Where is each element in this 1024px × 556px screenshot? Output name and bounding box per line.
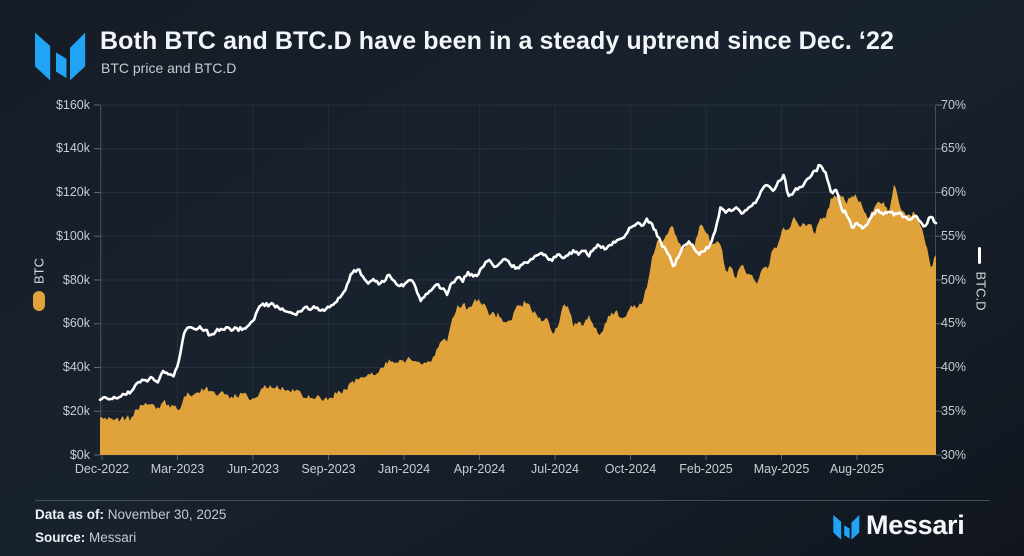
y-axis-left-tick-label: $80k [62, 272, 90, 287]
y-axis-right-tick-label: 55% [941, 228, 967, 243]
y-axis-left-tick-label: $160k [55, 97, 90, 112]
y-axis-left-tick-label: $60k [62, 316, 90, 331]
x-axis-tick-label: Sep-2023 [301, 462, 356, 476]
x-axis-tick-label: Oct-2024 [604, 462, 657, 476]
btc-area-legend-swatch [33, 291, 45, 311]
messari-logo-icon [31, 25, 88, 81]
source: Source: Messari [35, 530, 136, 545]
x-axis-tick-label: Apr-2024 [453, 462, 506, 476]
data-as-of: Data as of: November 30, 2025 [35, 507, 226, 522]
source-value: Messari [89, 530, 137, 545]
y-axis-right-tick-label: 35% [941, 403, 967, 418]
x-axis-tick-label: Dec-2022 [74, 462, 130, 476]
y-axis-right-tick-label: 30% [941, 447, 967, 462]
y-axis-left-tick-label: $0k [69, 447, 90, 462]
page-subtitle: BTC price and BTC.D [101, 60, 237, 76]
y-axis-right-tick-label: 45% [941, 316, 967, 331]
data-as-of-value: November 30, 2025 [107, 507, 227, 522]
y-axis-right-tick-label: 60% [941, 185, 967, 199]
messari-footer-logo-icon [832, 511, 860, 540]
x-axis-tick-label: Feb-2025 [679, 462, 733, 476]
data-as-of-label: Data as of: [35, 507, 105, 522]
page-title: Both BTC and BTC.D have been in a steady… [100, 27, 894, 55]
x-axis-tick-label: Jun-2023 [226, 462, 280, 476]
x-axis-tick-label: Mar-2023 [150, 462, 205, 476]
y-axis-right-tick-label: 40% [941, 360, 967, 374]
btc-dominance-line-series [98, 163, 938, 402]
y-axis-right-tick-label: 50% [941, 272, 967, 287]
y-axis-right-tick-label: 70% [941, 97, 967, 112]
x-axis-tick-label: Aug-2025 [829, 462, 885, 476]
y-axis-left-tick-label: $120k [55, 185, 90, 199]
source-label: Source: [35, 530, 86, 545]
y-axis-left-tick-label: $140k [55, 141, 90, 156]
y-axis-left-tick-label: $20k [62, 403, 90, 418]
x-axis-tick-label: Jan-2024 [377, 462, 431, 476]
y-axis-left-tick-label: $40k [62, 360, 90, 374]
y-axis-right-tick-label: 65% [941, 141, 967, 156]
chart-plot-area [94, 104, 942, 460]
footer-divider [35, 500, 990, 501]
btcd-line-legend-marker [978, 247, 981, 264]
y-axis-left-tick-label: $100k [55, 228, 90, 243]
btc-price-area-series [100, 184, 936, 456]
messari-wordmark: Messari [866, 510, 965, 540]
x-axis-tick-label: Jul-2024 [531, 462, 579, 476]
x-axis-tick-label: May-2025 [753, 462, 810, 476]
